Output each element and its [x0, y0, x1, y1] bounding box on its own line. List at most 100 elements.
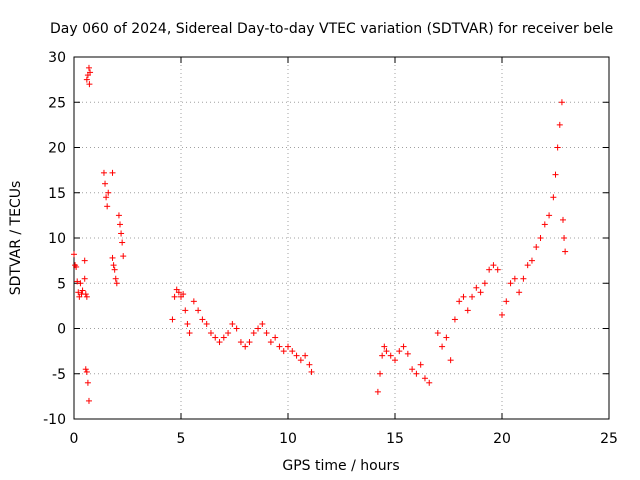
y-tick-label: 25 [48, 95, 66, 111]
data-point [524, 262, 531, 269]
data-point [272, 334, 279, 341]
data-point [119, 239, 126, 246]
data-point [85, 397, 92, 404]
data-point [103, 194, 110, 201]
y-tick-label: 0 [57, 322, 66, 338]
data-point [79, 287, 86, 294]
data-point [83, 368, 90, 375]
data-point [82, 366, 89, 373]
data-point [434, 330, 441, 337]
data-point [293, 352, 300, 359]
data-point [190, 298, 197, 305]
data-point [104, 203, 111, 210]
data-point [74, 278, 81, 285]
data-point [112, 275, 119, 282]
data-point [171, 293, 178, 300]
y-tick-label: -10 [43, 412, 66, 428]
data-point [109, 254, 116, 261]
data-point [115, 212, 122, 219]
data-point [421, 375, 428, 382]
x-tick-label: 15 [386, 431, 404, 447]
data-point [184, 320, 191, 327]
data-point [541, 221, 548, 228]
data-point [503, 298, 510, 305]
data-point [207, 330, 214, 337]
data-point [443, 334, 450, 341]
data-point [473, 284, 480, 291]
data-point [381, 343, 388, 350]
data-point [520, 275, 527, 282]
data-point [558, 99, 565, 106]
data-point [242, 343, 249, 350]
data-point [246, 339, 253, 346]
data-point [456, 298, 463, 305]
data-point [117, 221, 124, 228]
x-axis-ticks: 0 5 10 15 20 25 [70, 57, 618, 447]
y-tick-label: 5 [57, 276, 66, 292]
x-tick-label: 25 [600, 431, 618, 447]
x-tick-label: 0 [70, 431, 79, 447]
grid [74, 57, 609, 419]
data-point [186, 330, 193, 337]
y-tick-label: 15 [48, 186, 66, 202]
data-point [118, 230, 125, 237]
data-point [255, 325, 262, 332]
data-point [100, 169, 107, 176]
data-point [306, 361, 313, 368]
data-point [400, 343, 407, 350]
data-point [212, 334, 219, 341]
data-point [180, 291, 187, 298]
data-point [377, 370, 384, 377]
data-point [267, 339, 274, 346]
data-point [486, 266, 493, 273]
data-point [464, 307, 471, 314]
data-point [109, 169, 116, 176]
data-point [81, 275, 88, 282]
data-point [237, 339, 244, 346]
data-point [250, 330, 257, 337]
data-point [83, 76, 90, 83]
y-tick-label: 30 [48, 50, 66, 66]
data-point [263, 330, 270, 337]
data-point [559, 216, 566, 223]
data-point [102, 180, 109, 187]
data-point [73, 263, 80, 270]
data-point [308, 368, 315, 375]
data-point [259, 320, 266, 327]
data-point [562, 248, 569, 255]
data-point [552, 171, 559, 178]
data-point [175, 289, 182, 296]
data-point [297, 357, 304, 364]
data-point [374, 388, 381, 395]
x-axis-label: GPS time / hours [282, 458, 399, 474]
data-point [477, 289, 484, 296]
data-point [392, 357, 398, 364]
data-point [451, 316, 458, 323]
data-point [120, 253, 127, 260]
data-point [87, 69, 94, 76]
data-point [490, 262, 497, 269]
data-point [77, 280, 84, 287]
data-point [289, 348, 296, 355]
data-point [105, 189, 112, 196]
data-point [199, 316, 206, 323]
data-point [229, 320, 236, 327]
data-point [276, 343, 283, 350]
data-point [169, 316, 176, 323]
data-point [426, 379, 433, 386]
data-point [220, 334, 227, 341]
data-point [110, 262, 117, 269]
data-point [195, 307, 202, 314]
data-point [280, 348, 287, 355]
y-tick-label: 20 [48, 141, 66, 157]
data-point [516, 289, 523, 296]
x-tick-label: 10 [279, 431, 297, 447]
data-point [447, 357, 454, 364]
data-point [233, 325, 240, 332]
data-point [71, 251, 77, 258]
x-tick-label: 20 [493, 431, 511, 447]
data-point [550, 194, 557, 201]
data-point [481, 280, 488, 287]
data-point [379, 352, 386, 359]
